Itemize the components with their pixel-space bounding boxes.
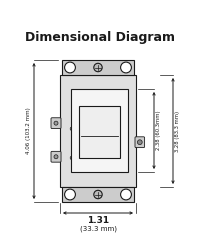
Bar: [79, 106, 120, 158]
Bar: [62, 60, 134, 75]
Text: 1.31: 1.31: [87, 216, 109, 225]
Circle shape: [121, 189, 131, 200]
Circle shape: [94, 190, 102, 199]
Text: 4.06 (103.2 mm): 4.06 (103.2 mm): [26, 108, 31, 154]
Circle shape: [65, 189, 75, 200]
FancyBboxPatch shape: [135, 137, 145, 147]
Circle shape: [121, 62, 131, 73]
Text: Dimensional Diagram: Dimensional Diagram: [25, 31, 175, 44]
Circle shape: [94, 63, 102, 72]
Circle shape: [137, 140, 142, 144]
Circle shape: [70, 156, 74, 160]
Text: (33.3 mm): (33.3 mm): [80, 226, 116, 232]
Text: 2.38 (60.3mm): 2.38 (60.3mm): [156, 111, 161, 150]
Bar: [62, 187, 134, 202]
Bar: [71, 89, 128, 172]
FancyBboxPatch shape: [51, 151, 61, 162]
Circle shape: [70, 127, 74, 130]
Bar: [60, 75, 136, 187]
FancyBboxPatch shape: [51, 118, 61, 128]
Circle shape: [54, 155, 58, 159]
Circle shape: [65, 62, 75, 73]
Circle shape: [54, 121, 58, 125]
Text: 3.28 (83.3 mm): 3.28 (83.3 mm): [175, 110, 180, 152]
